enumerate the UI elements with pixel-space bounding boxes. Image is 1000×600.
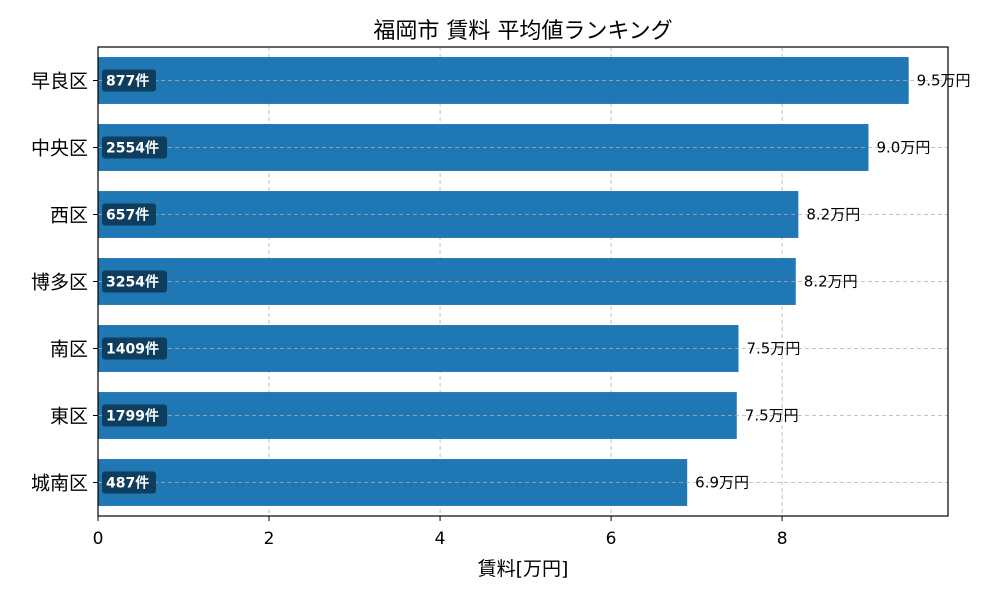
category-label: 西区 bbox=[50, 205, 88, 227]
count-label: 877件 bbox=[106, 73, 149, 90]
x-axis-label: 賃料[万円] bbox=[478, 558, 569, 580]
count-label: 1409件 bbox=[106, 341, 159, 358]
value-label: 9.0万円 bbox=[876, 139, 930, 157]
chart-title: 福岡市 賃料 平均値ランキング bbox=[373, 19, 672, 44]
value-label: 7.5万円 bbox=[746, 340, 800, 358]
count-badge bbox=[102, 337, 167, 360]
count-label: 1799件 bbox=[106, 408, 159, 425]
category-label: 中央区 bbox=[31, 138, 88, 160]
category-label: 南区 bbox=[50, 339, 88, 361]
count-badge bbox=[102, 136, 167, 159]
category-label: 博多区 bbox=[31, 272, 88, 294]
bar bbox=[98, 258, 796, 305]
bars: 877件 9.5万円 2554件 9.0万円 657件 8.2万円 3254件 8.2万円 14… bbox=[98, 57, 971, 506]
category-label: 早良区 bbox=[31, 71, 88, 93]
count-label: 487件 bbox=[106, 475, 149, 492]
value-label: 6.9万円 bbox=[695, 474, 749, 492]
count-badge bbox=[102, 203, 156, 226]
value-label: 8.2万円 bbox=[804, 273, 858, 291]
count-badge bbox=[102, 270, 167, 293]
value-label: 7.5万円 bbox=[745, 407, 799, 425]
bar bbox=[98, 325, 739, 372]
category-label: 城南区 bbox=[31, 473, 88, 495]
count-badge bbox=[102, 69, 156, 92]
count-badge bbox=[102, 471, 156, 494]
x-tick-label: 4 bbox=[435, 529, 446, 549]
value-label: 8.2万円 bbox=[806, 206, 860, 224]
count-label: 3254件 bbox=[106, 274, 159, 291]
x-tick-label: 8 bbox=[777, 529, 788, 549]
x-tick-label: 2 bbox=[264, 529, 275, 549]
x-tick-label: 6 bbox=[606, 529, 617, 549]
count-badge bbox=[102, 404, 167, 427]
x-tick-label: 0 bbox=[93, 529, 104, 549]
count-label: 657件 bbox=[106, 207, 149, 224]
count-label: 2554件 bbox=[106, 140, 159, 157]
value-label: 9.5万円 bbox=[917, 72, 971, 90]
category-label: 東区 bbox=[50, 406, 88, 428]
